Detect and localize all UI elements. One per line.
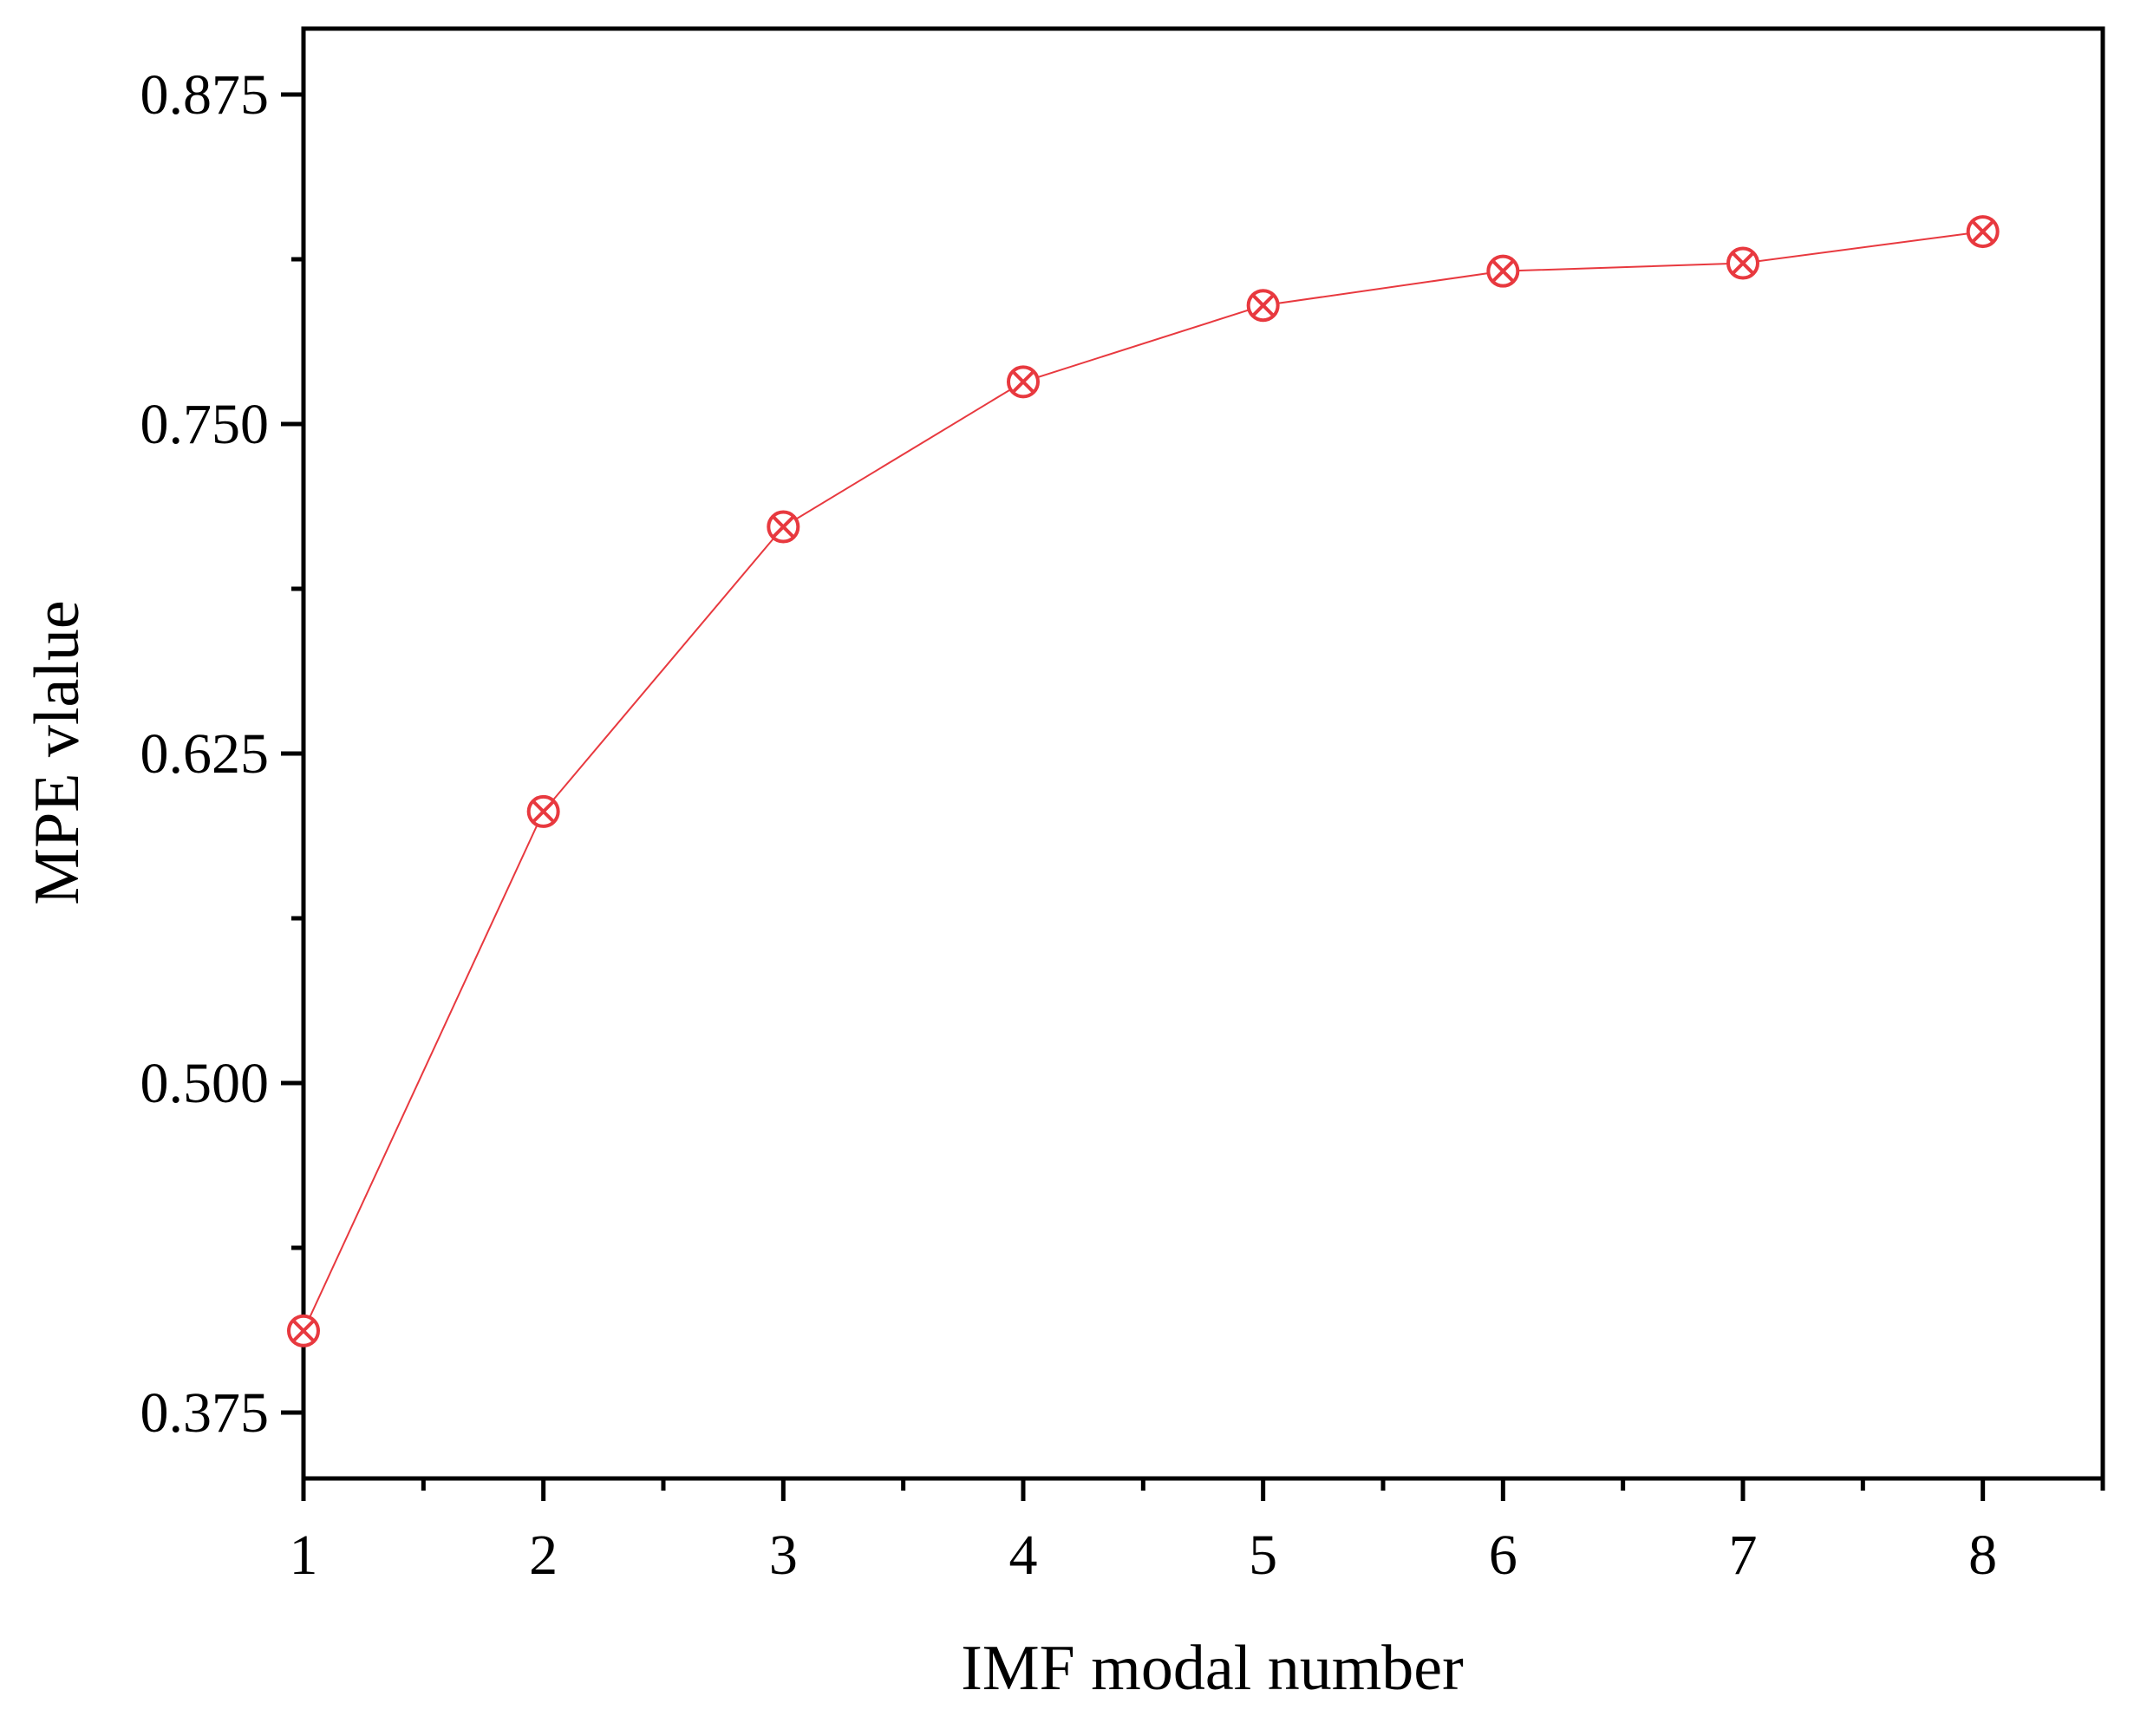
data-point <box>1007 365 1040 399</box>
point-marker-cross <box>291 1319 316 1343</box>
data-point <box>1726 246 1759 280</box>
x-tick-label: 8 <box>1968 1524 1997 1587</box>
y-tick-label: 0.875 <box>140 63 270 127</box>
y-tick-label: 0.375 <box>140 1381 270 1445</box>
data-point <box>767 510 800 544</box>
x-axis-title: IMF modal number <box>961 1633 1464 1704</box>
data-point <box>287 1314 320 1348</box>
x-tick-label: 5 <box>1249 1524 1277 1587</box>
x-tick-label: 2 <box>529 1524 558 1587</box>
x-tick-label: 4 <box>1009 1524 1038 1587</box>
x-tick-label: 6 <box>1489 1524 1517 1587</box>
series-layer <box>287 215 2000 1348</box>
data-point <box>1486 254 1520 288</box>
point-marker-cross <box>1971 219 1995 244</box>
x-tick-label: 1 <box>290 1524 318 1587</box>
data-point <box>526 794 560 828</box>
y-tick-label: 0.750 <box>140 393 270 456</box>
y-tick-label: 0.500 <box>140 1052 270 1115</box>
plot-frame <box>301 26 2105 1481</box>
y-tick-label: 0.625 <box>140 722 270 786</box>
data-point <box>1246 289 1280 323</box>
point-marker-cross <box>1011 369 1035 395</box>
x-axis-ticks: 1 2 3 4 5 6 7 8 <box>290 1478 2105 1587</box>
y-axis-title: MPE vlalue <box>22 600 93 904</box>
point-marker-cross <box>1251 293 1276 317</box>
point-marker-cross <box>1491 259 1515 284</box>
series-line <box>303 231 1983 1332</box>
data-point <box>1966 215 2000 249</box>
x-tick-label: 3 <box>769 1524 798 1587</box>
x-tick-label: 7 <box>1729 1524 1758 1587</box>
point-marker-cross <box>1731 251 1755 276</box>
point-marker-cross <box>532 799 556 824</box>
point-marker-cross <box>771 514 795 539</box>
y-axis-ticks: 0.375 0.500 0.625 0.750 0.875 <box>140 63 303 1445</box>
plot-border <box>301 26 2105 1481</box>
